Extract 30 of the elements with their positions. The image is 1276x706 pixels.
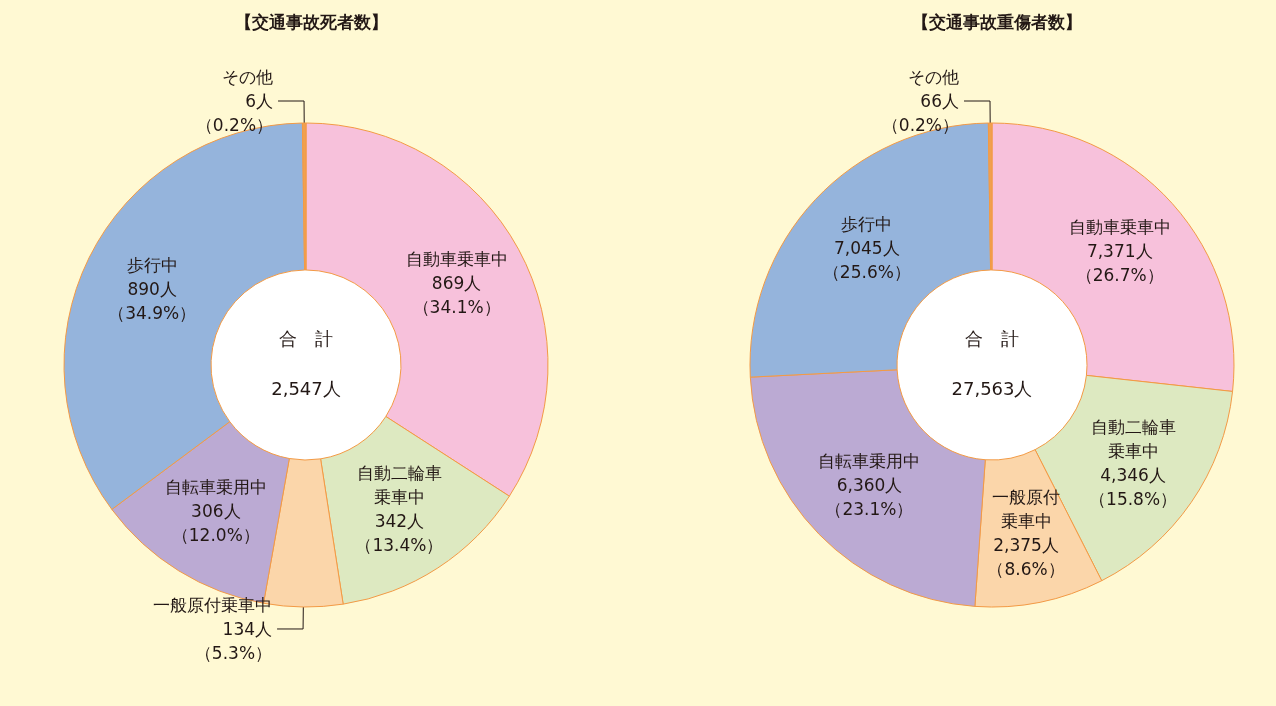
- text: 合 計: [279, 327, 333, 349]
- data-label: 2,375人（8.6%）: [987, 535, 1065, 580]
- slice-label: 自動車乗車中: [1068, 216, 1171, 237]
- data-label: 7,045人（25.6%）: [822, 237, 911, 282]
- slice-label: その他: [222, 67, 274, 88]
- data-label: 342人（13.4%）: [355, 510, 444, 555]
- data-label: 66人（0.2%）: [881, 91, 960, 136]
- text: 合 計: [965, 327, 1019, 349]
- slice-label: 自転車乗用中: [164, 476, 267, 497]
- chart-title: 【交通事故重傷者数】: [912, 11, 1082, 32]
- slice-label: 一般原付乗車中: [153, 594, 273, 615]
- slice-label: その他: [908, 67, 960, 88]
- data-label: 6,360人（23.1%）: [825, 475, 914, 520]
- data-label: 306人（12.0%）: [171, 500, 260, 545]
- text: 27,563人: [951, 377, 1033, 399]
- chart-title: 【交通事故死者数】: [234, 11, 388, 32]
- slice-label: 一般原付乗車中: [992, 487, 1061, 532]
- data-label: 134人（5.3%）: [194, 618, 273, 663]
- text: 2,547人: [271, 377, 341, 399]
- data-label: 869人（34.1%）: [412, 272, 501, 317]
- slice-label: 自動車乗車中: [405, 248, 508, 269]
- slice-label: 自動二輪車乗車中: [356, 462, 442, 507]
- data-label: 890人（34.9%）: [108, 279, 197, 324]
- data-label: 6人（0.2%）: [195, 91, 274, 136]
- data-label: 7,371人（26.7%）: [1075, 240, 1164, 285]
- slice-label: 歩行中: [126, 255, 178, 276]
- slice-label: 自転車乗用中: [818, 451, 921, 472]
- slice-label: 歩行中: [841, 213, 893, 234]
- data-label: 4,346人（15.8%）: [1089, 464, 1178, 509]
- slice-label: 自動二輪車乗車中: [1090, 416, 1176, 461]
